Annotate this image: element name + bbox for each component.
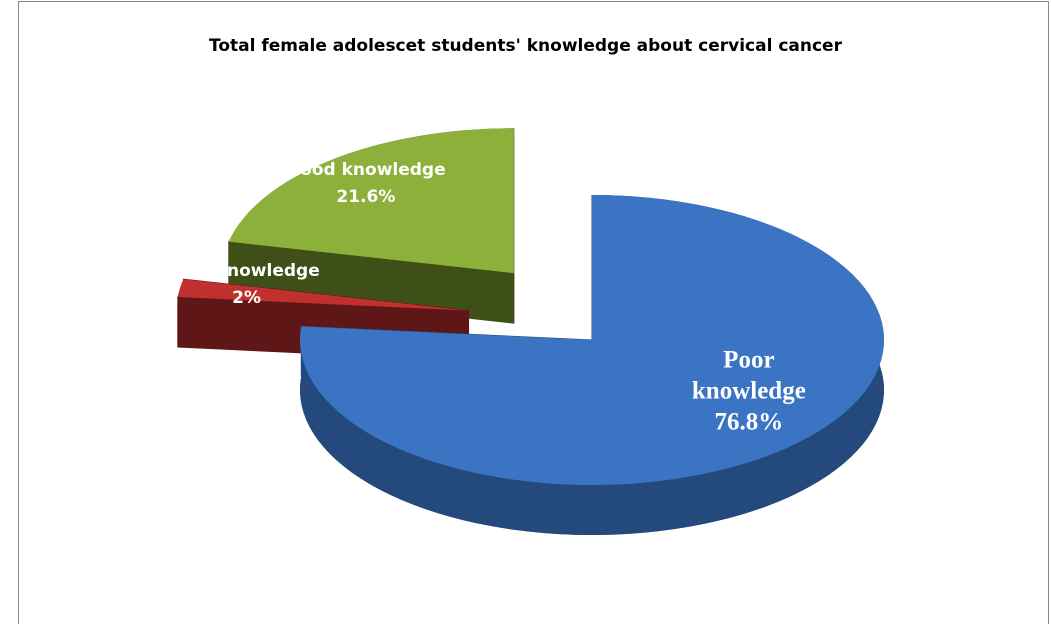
- category-label: Fair knowledge: [173, 260, 320, 281]
- slice: [228, 128, 514, 274]
- category-label: Poor knowledge: [691, 346, 806, 405]
- data-label: Good knowledge 21.6%: [286, 157, 445, 211]
- chart-title: Total female adolescet students' knowled…: [209, 36, 842, 56]
- data-label: Poor knowledge 76.8%: [674, 345, 824, 438]
- value-label: 76.8%: [714, 408, 784, 436]
- value-label: 21.6%: [336, 187, 396, 207]
- slice: [177, 279, 469, 311]
- slice: [299, 195, 885, 485]
- category-label: Good knowledge: [286, 160, 446, 180]
- value-label: 2%: [232, 287, 262, 308]
- chart-border: [18, 1, 1049, 624]
- data-label: Fair knowledge 2%: [173, 258, 319, 312]
